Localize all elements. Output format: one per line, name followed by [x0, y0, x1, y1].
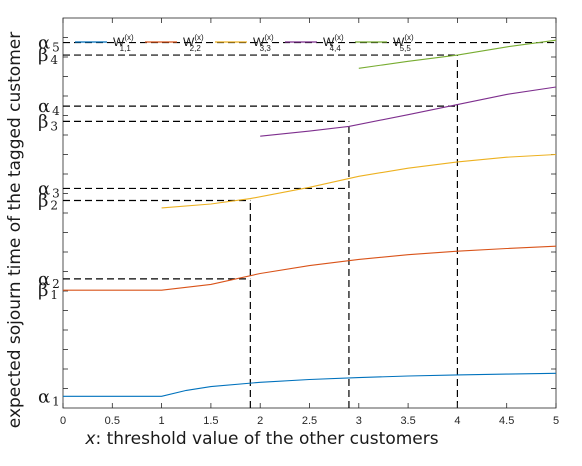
series-line-4 [260, 86, 557, 137]
legend-item-1: W(x) 1,1 [75, 33, 134, 53]
plot-frame [62, 17, 557, 409]
x-tick-label: 2 [257, 415, 263, 427]
legend-label: W(x) 1,1 [113, 33, 134, 53]
plot-area [62, 17, 557, 409]
series-line-5 [358, 39, 557, 69]
legend-label: W(x) 2,2 [183, 33, 204, 53]
x-tick-label: 0 [60, 415, 66, 427]
x-axis-label: x: threshold value of the other customer… [84, 429, 438, 449]
x-tick-label: 5 [553, 415, 559, 427]
legend-item-2: W(x) 2,2 [145, 33, 204, 53]
x-axis-ticks: 0 0.5 1 1.5 2 2.5 3 3.5 4 4.5 5 [60, 18, 559, 427]
legend: W(x) 1,1 W(x) 2,2 W(x) 3,3 W(x) 4,4 W(x) 5,5 [75, 33, 414, 53]
x-tick-label: 4 [454, 415, 460, 427]
x-axis-variable: x [84, 429, 96, 449]
legend-label: W(x) 5,5 [393, 33, 414, 53]
x-tick-label: 3.5 [400, 415, 415, 427]
x-tick-label: 1 [159, 415, 165, 427]
x-tick-label: 3 [356, 415, 362, 427]
y-axis-label: expected sojourn time of the tagged cust… [5, 32, 25, 428]
series-lines [63, 39, 557, 397]
series-line-3 [161, 153, 557, 209]
x-tick-label: 1.5 [203, 415, 218, 427]
legend-label: W(x) 3,3 [253, 33, 274, 53]
x-axis-label-text: : threshold value of the other customers [95, 429, 438, 449]
level-labels: α 5β 4 α 4β 3 α 3β 2 α 2β 1 α 1 [38, 33, 60, 409]
x-tick-label: 0.5 [105, 415, 120, 427]
x-tick-label: 4.5 [499, 415, 514, 427]
series-line-2 [63, 245, 557, 291]
legend-item-5: W(x) 5,5 [355, 33, 414, 53]
legend-label: W(x) 4,4 [323, 33, 344, 53]
series-line-1 [63, 372, 557, 397]
legend-item-3: W(x) 3,3 [215, 33, 274, 53]
x-tick-label: 2.5 [302, 415, 317, 427]
legend-item-4: W(x) 4,4 [285, 33, 344, 53]
